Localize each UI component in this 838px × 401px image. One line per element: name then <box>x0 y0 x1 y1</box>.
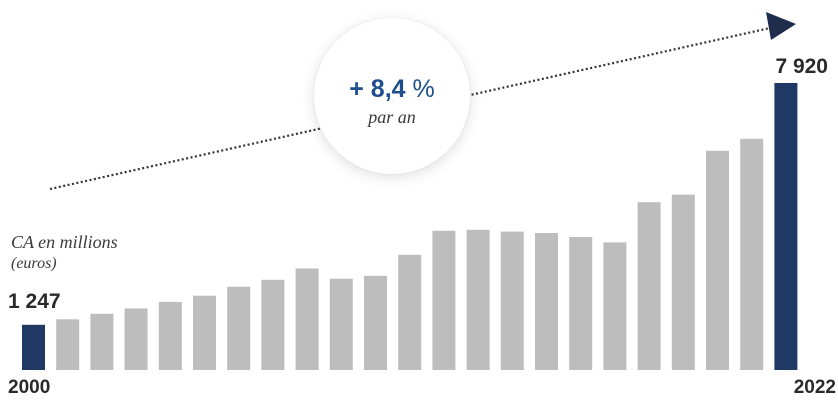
bar-2004 <box>158 301 182 370</box>
bar-2021 <box>740 138 764 370</box>
bars-group <box>22 83 798 370</box>
bar-2010 <box>364 275 387 370</box>
bar-2011 <box>398 254 422 370</box>
bar-2014 <box>500 231 524 370</box>
arrow-head-icon <box>766 12 796 40</box>
end-value-label: 7 920 <box>775 55 828 78</box>
bar-2008 <box>295 268 319 370</box>
bar-2013 <box>466 229 490 370</box>
bar-2012 <box>432 230 456 370</box>
end-year-label: 2022 <box>793 377 836 398</box>
start-value-label: 1 247 <box>8 290 61 313</box>
bar-2005 <box>193 295 216 370</box>
growth-trend-arrow <box>49 26 771 191</box>
growth-rate-value: + 8,4 % <box>349 75 435 103</box>
bar-2019 <box>671 194 695 370</box>
growth-rate-period: par an <box>368 107 416 127</box>
bar-2007 <box>261 279 285 370</box>
bar-2015 <box>535 233 558 370</box>
bar-2022 <box>774 83 798 370</box>
start-year-label: 2000 <box>8 377 51 398</box>
bar-2002 <box>90 313 114 370</box>
bar-2000 <box>22 324 45 370</box>
bar-2020 <box>706 150 729 370</box>
bar-2006 <box>227 286 251 370</box>
bar-2003 <box>124 308 148 370</box>
growth-rate-badge: + 8,4 % par an <box>314 18 470 174</box>
bar-2017 <box>603 242 627 370</box>
bar-2001 <box>56 319 80 370</box>
bar-2016 <box>569 237 593 370</box>
y-axis-label: CA en millions (euros) <box>11 232 118 272</box>
bar-2018 <box>637 202 661 370</box>
bar-2009 <box>329 278 353 370</box>
